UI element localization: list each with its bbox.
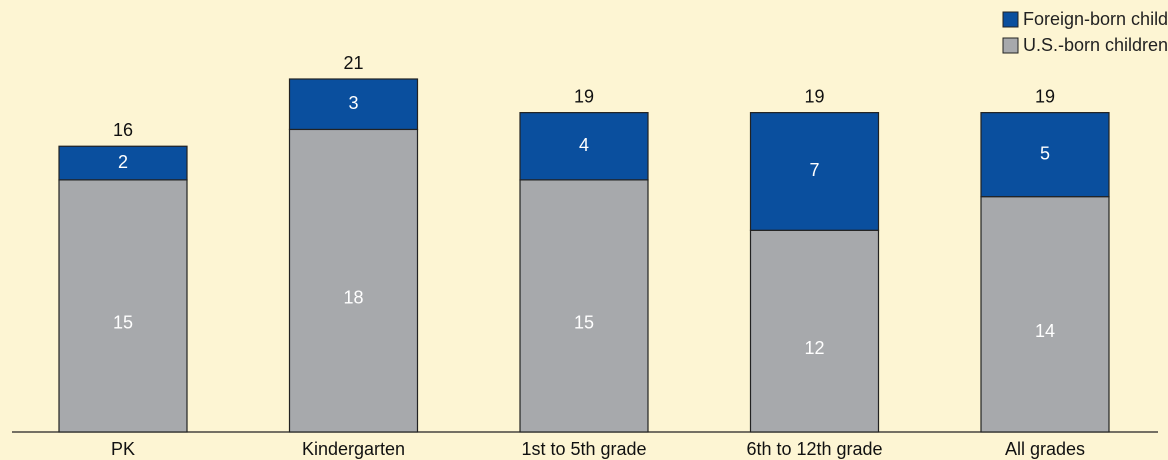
legend-swatch [1002, 11, 1019, 28]
total-label: 19 [574, 86, 594, 106]
legend-label: Foreign-born children [1023, 9, 1168, 29]
x-tick-label: Kindergarten [302, 439, 405, 459]
total-label: 16 [113, 120, 133, 140]
x-tick-label: 6th to 12th grade [746, 439, 882, 459]
bar-segment [58, 145, 188, 181]
legend-swatch [1002, 37, 1019, 54]
value-label: 12 [804, 338, 824, 358]
bar-segment [288, 78, 419, 131]
total-label: 19 [804, 86, 824, 106]
total-label: 19 [1035, 86, 1055, 106]
legend-label: U.S.-born children with immigrant parent… [1023, 35, 1168, 55]
value-label: 3 [348, 93, 358, 113]
x-tick-label: 1st to 5th grade [521, 439, 646, 459]
value-label: 5 [1040, 143, 1050, 163]
bar-segment [980, 112, 1110, 198]
value-label: 18 [343, 287, 363, 307]
value-label: 2 [118, 152, 128, 172]
x-tick-label: PK [111, 439, 135, 459]
value-label: 4 [579, 135, 589, 155]
x-tick-label: All grades [1005, 439, 1085, 459]
value-label: 7 [809, 160, 819, 180]
value-label: 15 [113, 313, 133, 333]
bar-segment [980, 196, 1110, 433]
value-label: 15 [574, 313, 594, 333]
bar-segment [58, 179, 188, 433]
bar-segment [519, 112, 649, 181]
bar-segment [519, 179, 649, 433]
bar-segment [749, 229, 880, 433]
value-label: 14 [1035, 321, 1055, 341]
bar-segment [288, 128, 419, 433]
bar-segment [749, 112, 880, 231]
total-label: 21 [343, 53, 363, 73]
